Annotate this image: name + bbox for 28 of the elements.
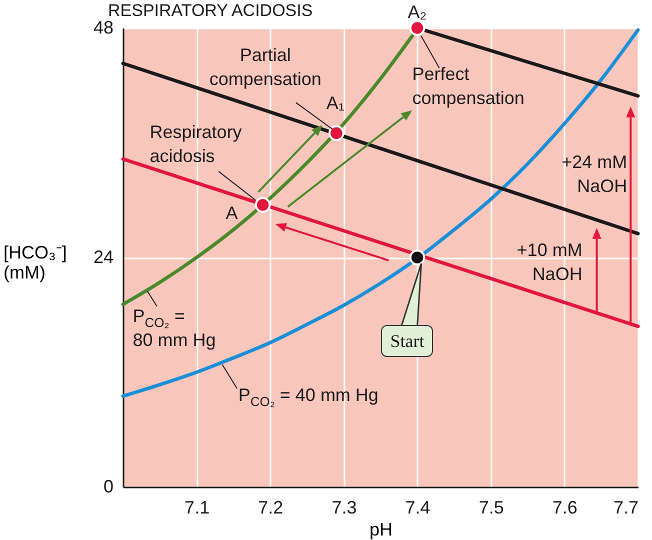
point [254,197,271,213]
annotation: P$_{CO₂}$ = 80 mm Hg [132,305,216,352]
x-tick-label: 7.7 [613,498,638,518]
y-tick-label: 0 [103,476,114,496]
chart-title: RESPIRATORY ACIDOSIS [108,0,313,20]
point [409,20,426,36]
annotation: Perfect compensation [412,63,524,110]
x-tick-label: 7.2 [258,498,284,518]
x-tick-label: 7.1 [184,498,210,518]
point [328,125,344,142]
annotation: A [226,202,238,225]
annotation: A₂ [408,1,427,24]
annotation: +24 mM NaOH [562,151,628,198]
y-axis-title: [HCO₃⁻] (mM) [4,242,67,282]
x-tick-label: 7.6 [552,498,578,518]
annotation: P$_{CO₂}$ = 40 mm Hg [238,384,378,409]
x-tick-label: 7.5 [478,498,504,518]
annotation: Start [381,324,434,356]
x-tick-label: 7.3 [332,498,357,518]
y-tick-label: 24 [93,247,114,267]
annotation: Partial compensation [209,44,322,92]
y-tick-label: 48 [93,18,114,38]
x-axis-title: pH [369,520,393,540]
x-tick-label: 7.4 [405,498,430,518]
annotation: A₁ [326,92,344,116]
annotation: Respiratory acidosis [150,120,242,168]
point [409,250,426,266]
annotation: +10 mM NaOH [516,238,582,286]
